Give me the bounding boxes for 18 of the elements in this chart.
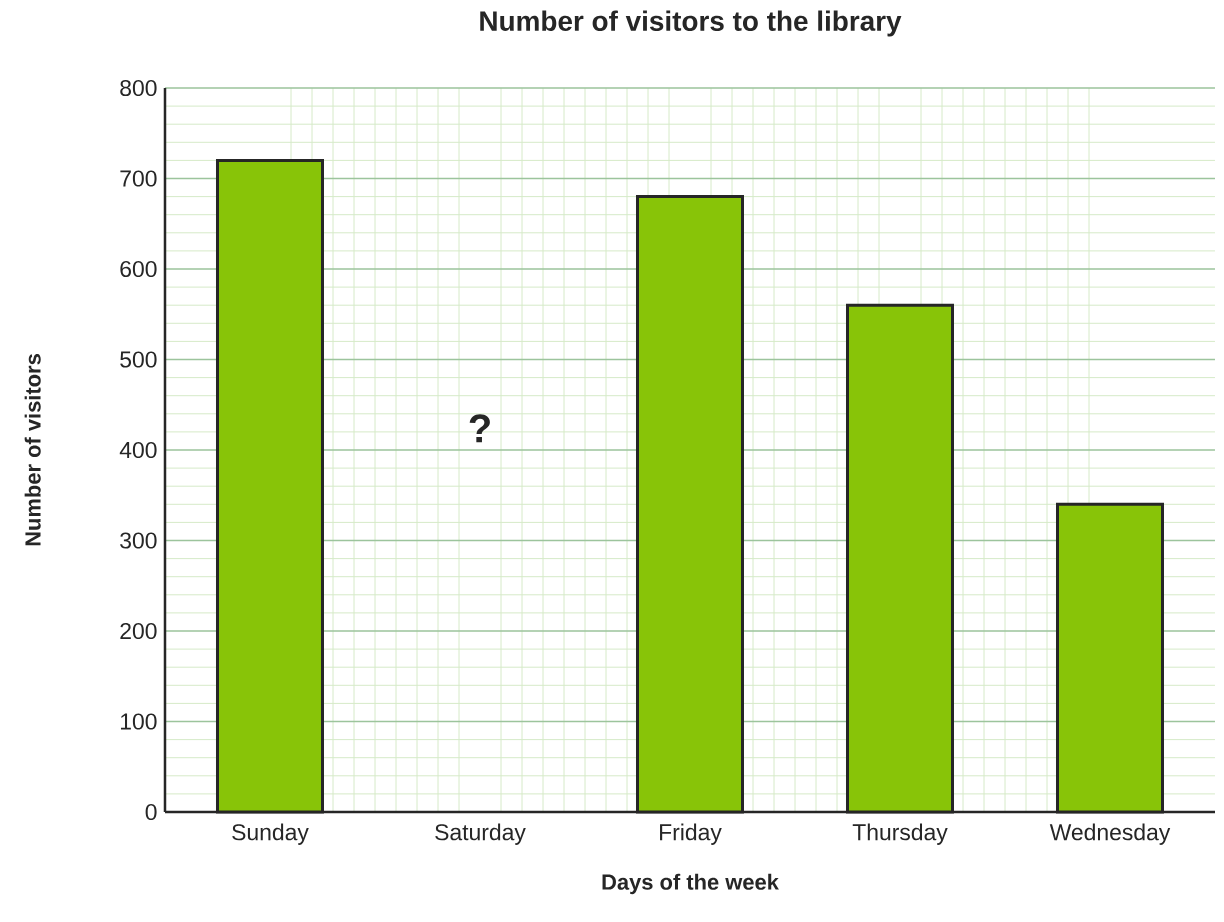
y-tick-label: 500 [120, 351, 157, 368]
y-tick-label: 800 [120, 79, 157, 97]
x-tick-label: Sunday [232, 823, 309, 845]
y-tick-label: 100 [121, 713, 157, 730]
annotation: ? [469, 414, 490, 443]
chart-title: Number of visitors to the library [480, 10, 902, 37]
y-tick-label: 400 [119, 441, 157, 459]
y-tick-label: 600 [120, 260, 157, 278]
x-tick-label: Thursday [852, 823, 948, 845]
y-tick-label: 0 [145, 803, 157, 821]
y-axis-title: Number of visitors [24, 354, 41, 546]
x-tick-label: Wednesday [1049, 823, 1171, 845]
x-axis-title: Days of the week [602, 873, 779, 895]
y-tick-label: 300 [120, 532, 157, 549]
y-tick-label: 700 [120, 170, 157, 187]
x-tick-label: Saturday [435, 823, 526, 845]
y-tick-label: 200 [120, 622, 157, 640]
x-tick-label: Friday [660, 823, 722, 845]
